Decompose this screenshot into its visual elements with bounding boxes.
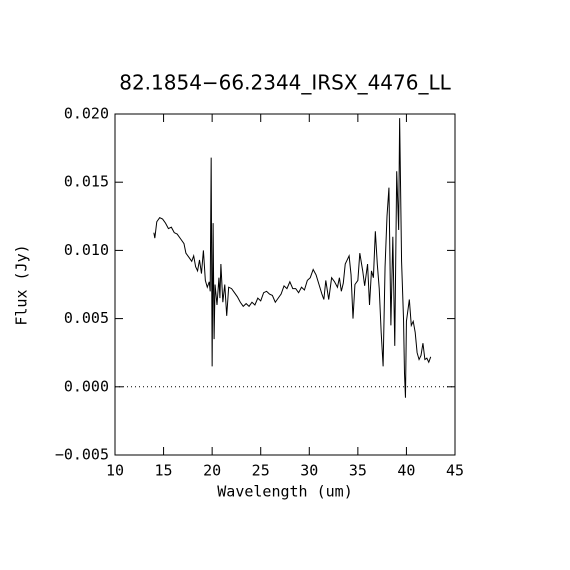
y-axis-label: Flux (Jy): [13, 244, 31, 325]
chart-title: 82.1854−66.2344_IRSX_4476_LL: [119, 71, 451, 95]
spectrum-line: [153, 118, 432, 398]
y-tick-label: 0.010: [64, 241, 109, 259]
x-tick-label: 40: [397, 462, 415, 480]
y-tick-label: 0.015: [64, 173, 109, 191]
x-tick-label: 25: [252, 462, 270, 480]
x-tick-label: 45: [446, 462, 464, 480]
y-tick-label: 0.020: [64, 105, 109, 123]
x-tick-label: 15: [155, 462, 173, 480]
x-tick-label: 10: [106, 462, 124, 480]
y-tick-label: 0.000: [64, 377, 109, 395]
y-tick-label: 0.005: [64, 309, 109, 327]
x-axis-label: Wavelength (um): [217, 483, 352, 501]
x-tick-label: 35: [349, 462, 367, 480]
x-tick-label: 30: [300, 462, 318, 480]
y-tick-label: −0.005: [55, 446, 109, 464]
x-tick-label: 20: [203, 462, 221, 480]
plot-frame: [114, 113, 456, 456]
